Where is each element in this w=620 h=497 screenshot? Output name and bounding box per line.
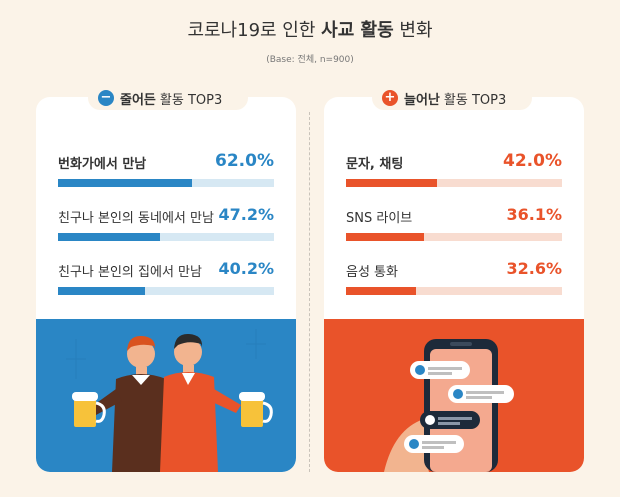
decreased-card: 번화가에서 만남 62.0% 친구나 본인의 동네에서 만남 47.2% 친구나… <box>36 97 296 472</box>
title-bold: 사교 활동 <box>321 20 394 41</box>
increased-label-3: 음성 통화 <box>346 265 398 280</box>
increased-bar-3 <box>346 287 417 295</box>
increased-header-bold: 늘어난 <box>404 92 440 108</box>
decreased-track-3 <box>58 287 274 295</box>
increased-track-1 <box>346 179 562 187</box>
base-note: (Base: 전체, n=900) <box>266 55 354 65</box>
decreased-track-2 <box>58 233 274 241</box>
increased-value-1: 42.0% <box>503 151 562 171</box>
title-normal: 코로나19로 인한 <box>187 20 316 41</box>
divider <box>309 112 310 472</box>
decreased-value-1: 62.0% <box>215 151 274 171</box>
increased-bar-2 <box>346 233 424 241</box>
decreased-label-3: 친구나 본인의 집에서 만남 <box>58 265 202 280</box>
decreased-label-2: 친구나 본인의 동네에서 만남 <box>58 211 214 226</box>
phone-chat-illustration <box>324 319 584 472</box>
increased-bar-1 <box>346 179 437 187</box>
increased-value-3: 32.6% <box>506 259 562 278</box>
decreased-bar-2 <box>58 233 160 241</box>
decreased-bar-3 <box>58 287 145 295</box>
decreased-track-1 <box>58 179 274 187</box>
increased-card: 문자, 채팅 42.0% SNS 라이브 36.1% 음성 통화 32.6% <box>324 97 584 472</box>
increased-track-3 <box>346 287 562 295</box>
decreased-bar-1 <box>58 179 192 187</box>
decreased-value-2: 47.2% <box>218 205 274 224</box>
decreased-top3-header: − 줄어든 활동 TOP3 <box>88 86 248 110</box>
plus-icon: + <box>382 90 398 106</box>
increased-top3-header: + 늘어난 활동 TOP3 <box>372 86 532 110</box>
increased-value-2: 36.1% <box>506 205 562 224</box>
increased-label-2: SNS 라이브 <box>346 211 413 226</box>
title-suffix: 변화 <box>399 20 433 41</box>
page-title: 코로나19로 인한 사교 활동 변화 <box>0 16 620 42</box>
decreased-header-bold: 줄어든 <box>120 92 156 108</box>
decreased-label-1: 번화가에서 만남 <box>58 157 147 172</box>
decreased-header-rest: 활동 TOP3 <box>159 92 223 108</box>
decreased-value-3: 40.2% <box>218 259 274 278</box>
minus-icon: − <box>98 90 114 106</box>
friends-toasting-illustration <box>36 319 296 472</box>
increased-track-2 <box>346 233 562 241</box>
increased-header-rest: 활동 TOP3 <box>443 92 507 108</box>
increased-label-1: 문자, 채팅 <box>346 157 404 172</box>
